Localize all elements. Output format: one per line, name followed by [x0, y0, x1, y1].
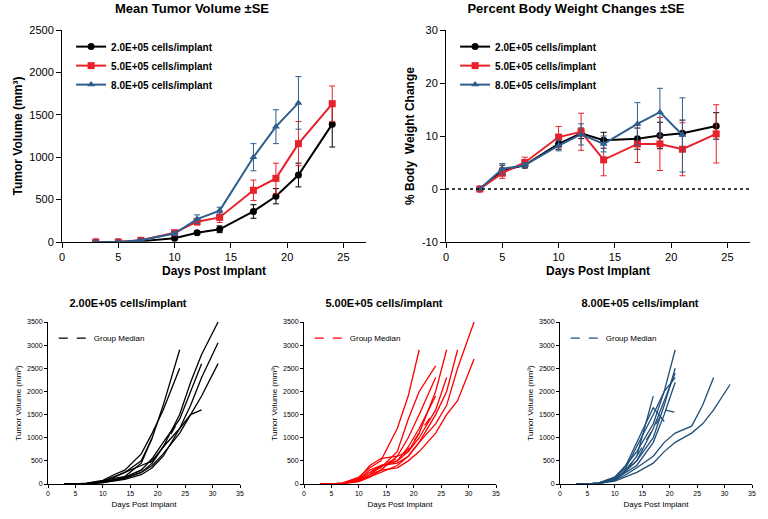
svg-text:0: 0 — [558, 490, 562, 497]
svg-text:20: 20 — [281, 251, 293, 263]
svg-text:5: 5 — [585, 490, 589, 497]
svg-text:15: 15 — [382, 490, 390, 497]
svg-text:2500: 2500 — [27, 365, 43, 372]
svg-text:25: 25 — [437, 490, 445, 497]
svg-text:15: 15 — [225, 251, 237, 263]
svg-text:1500: 1500 — [283, 411, 299, 418]
svg-text:Group Median: Group Median — [94, 334, 145, 343]
svg-text:30: 30 — [209, 490, 217, 497]
svg-text:15: 15 — [126, 490, 134, 497]
svg-text:2.0E+05 cells/implant: 2.0E+05 cells/implant — [495, 42, 597, 53]
svg-text:Mean Tumor Volume ±SE: Mean Tumor Volume ±SE — [115, 1, 269, 16]
svg-text:30: 30 — [465, 490, 473, 497]
svg-text:% Body Weight Change: % Body Weight Change — [403, 67, 417, 205]
svg-text:30: 30 — [721, 490, 729, 497]
svg-text:2000: 2000 — [29, 66, 53, 78]
svg-text:30: 30 — [426, 24, 438, 36]
svg-text:0: 0 — [59, 251, 65, 263]
svg-text:3500: 3500 — [283, 318, 299, 325]
svg-text:1000: 1000 — [27, 434, 43, 441]
svg-text:3000: 3000 — [539, 342, 555, 349]
svg-text:25: 25 — [181, 490, 189, 497]
svg-text:5.0E+05 cells/implant: 5.0E+05 cells/implant — [495, 61, 597, 72]
svg-text:500: 500 — [35, 193, 53, 205]
svg-text:Tumor Volume (mm³): Tumor Volume (mm³) — [270, 365, 279, 441]
svg-text:35: 35 — [492, 490, 500, 497]
svg-text:20: 20 — [665, 251, 677, 263]
svg-text:1000: 1000 — [283, 434, 299, 441]
svg-text:2000: 2000 — [283, 388, 299, 395]
svg-text:2000: 2000 — [539, 388, 555, 395]
svg-text:2500: 2500 — [29, 24, 53, 36]
svg-text:20: 20 — [666, 490, 674, 497]
svg-text:5: 5 — [499, 251, 505, 263]
svg-text:10: 10 — [99, 490, 107, 497]
svg-text:1000: 1000 — [539, 434, 555, 441]
svg-text:2000: 2000 — [27, 388, 43, 395]
svg-text:500: 500 — [31, 457, 43, 464]
svg-text:3500: 3500 — [539, 318, 555, 325]
svg-text:Days Post Implant: Days Post Implant — [368, 500, 434, 509]
svg-text:Group Median: Group Median — [606, 334, 657, 343]
svg-text:5: 5 — [329, 490, 333, 497]
svg-text:500: 500 — [543, 457, 555, 464]
svg-text:3000: 3000 — [27, 342, 43, 349]
svg-text:3000: 3000 — [283, 342, 299, 349]
svg-text:2.00E+05 cells/implant: 2.00E+05 cells/implant — [69, 297, 186, 309]
svg-text:2500: 2500 — [539, 365, 555, 372]
svg-text:15: 15 — [609, 251, 621, 263]
svg-text:25: 25 — [337, 251, 349, 263]
svg-text:20: 20 — [410, 490, 418, 497]
svg-text:1500: 1500 — [29, 109, 53, 121]
svg-text:15: 15 — [638, 490, 646, 497]
svg-text:0: 0 — [48, 236, 54, 248]
svg-text:5: 5 — [73, 490, 77, 497]
svg-text:0: 0 — [39, 480, 43, 487]
svg-text:-10: -10 — [422, 236, 438, 248]
svg-text:0: 0 — [302, 490, 306, 497]
svg-text:2.0E+05 cells/implant: 2.0E+05 cells/implant — [111, 42, 213, 53]
svg-text:5: 5 — [115, 251, 121, 263]
svg-text:8.0E+05 cells/implant: 8.0E+05 cells/implant — [495, 80, 597, 91]
svg-text:35: 35 — [748, 490, 756, 497]
svg-text:Group Median: Group Median — [350, 334, 401, 343]
svg-text:25: 25 — [721, 251, 733, 263]
svg-text:20: 20 — [154, 490, 162, 497]
svg-text:Tumor Volume (mm³): Tumor Volume (mm³) — [11, 77, 25, 196]
svg-text:35: 35 — [236, 490, 244, 497]
svg-text:1000: 1000 — [29, 151, 53, 163]
svg-text:Days Post Implant: Days Post Implant — [546, 264, 650, 278]
svg-text:0: 0 — [295, 480, 299, 487]
svg-text:2500: 2500 — [283, 365, 299, 372]
svg-text:Days Post Implant: Days Post Implant — [112, 500, 178, 509]
svg-text:Tumor Volume (mm³): Tumor Volume (mm³) — [14, 365, 23, 441]
svg-text:5.00E+05 cells/implant: 5.00E+05 cells/implant — [325, 297, 442, 309]
svg-text:8.0E+05 cells/implant: 8.0E+05 cells/implant — [111, 80, 213, 91]
svg-text:0: 0 — [551, 480, 555, 487]
svg-text:10: 10 — [168, 251, 180, 263]
svg-text:0: 0 — [432, 183, 438, 195]
svg-text:3500: 3500 — [27, 318, 43, 325]
svg-text:Days Post Implant: Days Post Implant — [162, 264, 266, 278]
svg-text:1500: 1500 — [539, 411, 555, 418]
svg-text:500: 500 — [287, 457, 299, 464]
svg-text:10: 10 — [426, 130, 438, 142]
svg-text:5.0E+05 cells/implant: 5.0E+05 cells/implant — [111, 61, 213, 72]
svg-text:0: 0 — [443, 251, 449, 263]
svg-text:10: 10 — [611, 490, 619, 497]
svg-text:10: 10 — [552, 251, 564, 263]
svg-text:Percent Body Weight Changes ±S: Percent Body Weight Changes ±SE — [467, 1, 684, 16]
svg-text:1500: 1500 — [27, 411, 43, 418]
svg-text:Days Post Implant: Days Post Implant — [624, 500, 690, 509]
svg-text:25: 25 — [693, 490, 701, 497]
svg-text:8.00E+05 cells/implant: 8.00E+05 cells/implant — [581, 297, 698, 309]
svg-text:20: 20 — [426, 77, 438, 89]
svg-text:10: 10 — [355, 490, 363, 497]
svg-text:Tumor Volume (mm³): Tumor Volume (mm³) — [526, 365, 535, 441]
svg-text:0: 0 — [46, 490, 50, 497]
